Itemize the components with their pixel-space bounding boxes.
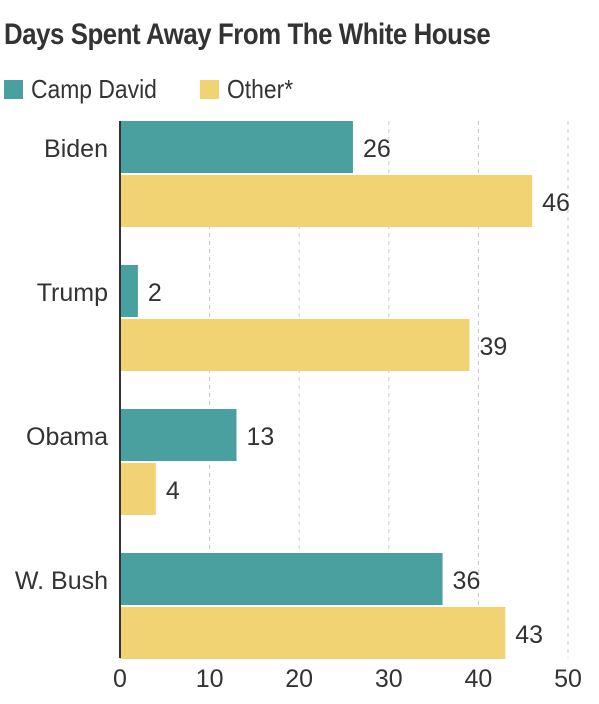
bar-value-label: 43	[515, 621, 543, 649]
bar-value-label: 46	[542, 189, 570, 217]
legend-swatch-other	[200, 80, 220, 99]
bar-camp-david-biden	[120, 121, 353, 173]
bar-camp-david-trump	[120, 265, 138, 317]
legend-item-other: Other*	[200, 74, 302, 105]
x-tick-label: 10	[196, 665, 224, 693]
x-tick-label: 20	[285, 665, 313, 693]
bar-value-label: 36	[453, 567, 481, 595]
bar-other-w-bush	[120, 607, 506, 659]
legend-label-other: Other*	[227, 74, 294, 104]
category-label: W. Bush	[15, 567, 108, 595]
bar-camp-david-w-bush	[120, 553, 443, 605]
category-label: Biden	[44, 135, 108, 163]
category-label: Trump	[37, 279, 108, 307]
category-label: Obama	[26, 423, 108, 451]
chart-title: Days Spent Away From The White House	[4, 18, 491, 51]
x-tick-label: 40	[464, 665, 492, 693]
legend-label-camp-david: Camp David	[31, 74, 157, 104]
legend: Camp David Other*	[4, 74, 328, 105]
x-tick-label: 0	[113, 665, 127, 693]
legend-swatch-camp-david	[4, 80, 23, 99]
bar-value-label: 39	[479, 333, 507, 361]
bar-other-trump	[120, 319, 470, 371]
x-tick-label: 50	[554, 665, 582, 693]
bar-other-obama	[120, 463, 156, 515]
legend-item-camp-david: Camp David	[4, 74, 174, 105]
bar-value-label: 13	[246, 423, 274, 451]
x-tick-label: 30	[375, 665, 403, 693]
bar-camp-david-obama	[120, 409, 237, 461]
bar-value-label: 4	[166, 477, 180, 505]
bar-value-label: 26	[363, 135, 391, 163]
bar-other-biden	[120, 175, 533, 227]
bar-value-label: 2	[148, 279, 162, 307]
